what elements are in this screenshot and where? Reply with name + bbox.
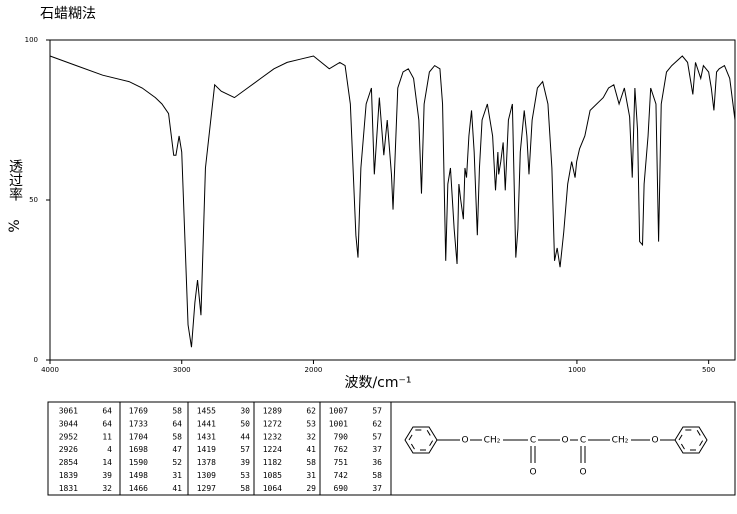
atom-label: O (579, 468, 586, 478)
peak-wavenumber: 690 (334, 484, 349, 493)
peak-transmittance: 64 (102, 419, 112, 428)
chart-title: 石蜡糊法 (40, 6, 96, 22)
x-tick-label: 2000 (305, 366, 323, 374)
peak-transmittance: 30 (240, 407, 250, 416)
peak-wavenumber: 1498 (129, 471, 148, 480)
peak-transmittance: 57 (240, 445, 250, 454)
peak-transmittance: 58 (306, 458, 316, 467)
peak-wavenumber: 1297 (197, 484, 216, 493)
peak-transmittance: 37 (372, 445, 382, 454)
peak-wavenumber: 1232 (263, 432, 282, 441)
peak-wavenumber: 1182 (263, 458, 282, 467)
benzene-ring (404, 426, 438, 454)
x-tick-label: 3000 (173, 366, 191, 374)
peak-wavenumber: 1064 (263, 484, 282, 493)
atom-label: CH₂ (484, 436, 501, 446)
peak-wavenumber: 1272 (263, 419, 282, 428)
peak-wavenumber: 742 (334, 471, 349, 480)
y-tick-label: 50 (29, 196, 38, 204)
benzene-ring (674, 426, 708, 454)
y-axis-label: 透过率 (7, 159, 23, 201)
y-axis-unit: % (7, 219, 23, 232)
structure (404, 426, 708, 463)
peak-transmittance: 58 (240, 484, 250, 493)
peak-transmittance: 53 (306, 419, 316, 428)
x-tick-label: 1000 (568, 366, 586, 374)
x-tick-label: 4000 (41, 366, 59, 374)
peak-table (47, 401, 736, 496)
peak-transmittance: 37 (372, 484, 382, 493)
x-axis-label: 波数/cm⁻¹ (344, 375, 411, 391)
benzene-inner (678, 429, 704, 451)
peak-wavenumber: 1309 (197, 471, 216, 480)
spectrum-line (49, 55, 736, 348)
peak-transmittance: 36 (372, 458, 382, 467)
peak-transmittance: 62 (372, 419, 382, 428)
peak-transmittance: 57 (372, 432, 382, 441)
peak-wavenumber: 1378 (197, 458, 216, 467)
peak-wavenumber: 3044 (59, 419, 78, 428)
peak-transmittance: 52 (172, 458, 182, 467)
peak-transmittance: 4 (107, 445, 112, 454)
peak-transmittance: 32 (102, 484, 112, 493)
peak-wavenumber: 1733 (129, 419, 148, 428)
peak-wavenumber: 2854 (59, 458, 78, 467)
peak-transmittance: 58 (372, 471, 382, 480)
peak-wavenumber: 2926 (59, 445, 78, 454)
peak-wavenumber: 1704 (129, 432, 148, 441)
peak-wavenumber: 790 (334, 432, 349, 441)
peak-wavenumber: 1289 (263, 407, 282, 416)
atom-label: O (529, 468, 536, 478)
peak-wavenumber: 1455 (197, 407, 216, 416)
peak-wavenumber: 1085 (263, 471, 282, 480)
atom-label: C (530, 436, 536, 446)
peak-wavenumber: 1698 (129, 445, 148, 454)
peak-transmittance: 41 (306, 445, 316, 454)
peak-wavenumber: 1431 (197, 432, 216, 441)
peak-wavenumber: 1590 (129, 458, 148, 467)
peak-transmittance: 64 (102, 407, 112, 416)
peak-wavenumber: 1419 (197, 445, 216, 454)
peak-wavenumber: 1001 (329, 419, 348, 428)
y-tick-label: 100 (25, 36, 38, 44)
peak-wavenumber: 1466 (129, 484, 148, 493)
peak-transmittance: 47 (172, 445, 182, 454)
peak-transmittance: 11 (102, 432, 112, 441)
peak-transmittance: 53 (240, 471, 250, 480)
atom-label: CH₂ (612, 436, 629, 446)
peak-transmittance: 32 (306, 432, 316, 441)
peak-wavenumber: 751 (334, 458, 349, 467)
atom-label: O (461, 436, 468, 446)
peak-transmittance: 62 (306, 407, 316, 416)
peak-wavenumber: 1769 (129, 407, 148, 416)
peak-wavenumber: 1007 (329, 407, 348, 416)
peak-transmittance: 31 (172, 471, 182, 480)
peak-transmittance: 58 (172, 407, 182, 416)
peak-transmittance: 39 (240, 458, 250, 467)
peak-transmittance: 14 (102, 458, 112, 467)
peak-wavenumber: 1441 (197, 419, 216, 428)
peak-transmittance: 31 (306, 471, 316, 480)
peak-transmittance: 64 (172, 419, 182, 428)
atom-label: O (561, 436, 568, 446)
peak-wavenumber: 1839 (59, 471, 78, 480)
peak-wavenumber: 3061 (59, 407, 78, 416)
peak-wavenumber: 2952 (59, 432, 78, 441)
peak-wavenumber: 762 (334, 445, 349, 454)
peak-wavenumber: 1831 (59, 484, 78, 493)
x-tick-label: 500 (702, 366, 715, 374)
peak-transmittance: 29 (306, 484, 316, 493)
atom-label: O (651, 436, 658, 446)
peak-transmittance: 58 (172, 432, 182, 441)
peak-transmittance: 50 (240, 419, 250, 428)
peak-transmittance: 44 (240, 432, 250, 441)
y-tick-label: 0 (34, 356, 38, 364)
benzene-inner (408, 429, 434, 451)
atom-label: C (580, 436, 586, 446)
peak-transmittance: 57 (372, 407, 382, 416)
peak-transmittance: 39 (102, 471, 112, 480)
peak-wavenumber: 1224 (263, 445, 282, 454)
peak-transmittance: 41 (172, 484, 182, 493)
